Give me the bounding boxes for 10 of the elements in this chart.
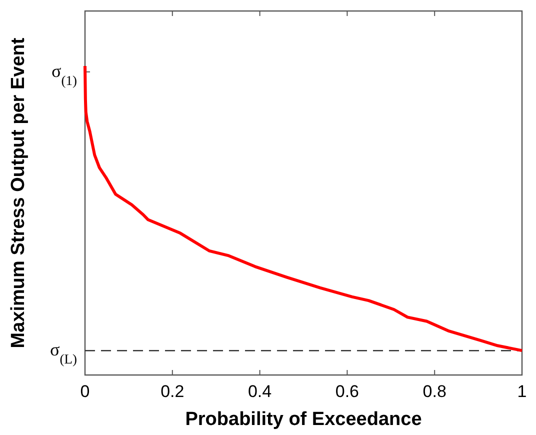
y-axis-title: Maximum Stress Output per Event	[8, 37, 29, 348]
x-tick-label: 0	[80, 382, 90, 401]
x-tick-label: 1	[517, 382, 527, 401]
x-tick-label: 0.2	[160, 382, 184, 401]
annotation: σ$_{(1)}$	[52, 60, 77, 88]
x-tick-label: 0.8	[422, 382, 446, 401]
x-axis-title: Probability of Exceedance	[185, 409, 422, 430]
ref-line-label: σ$_{(L)}$	[50, 340, 77, 366]
x-tick-label: 0.6	[335, 382, 360, 401]
x-tick-label: 0.4	[248, 382, 272, 401]
